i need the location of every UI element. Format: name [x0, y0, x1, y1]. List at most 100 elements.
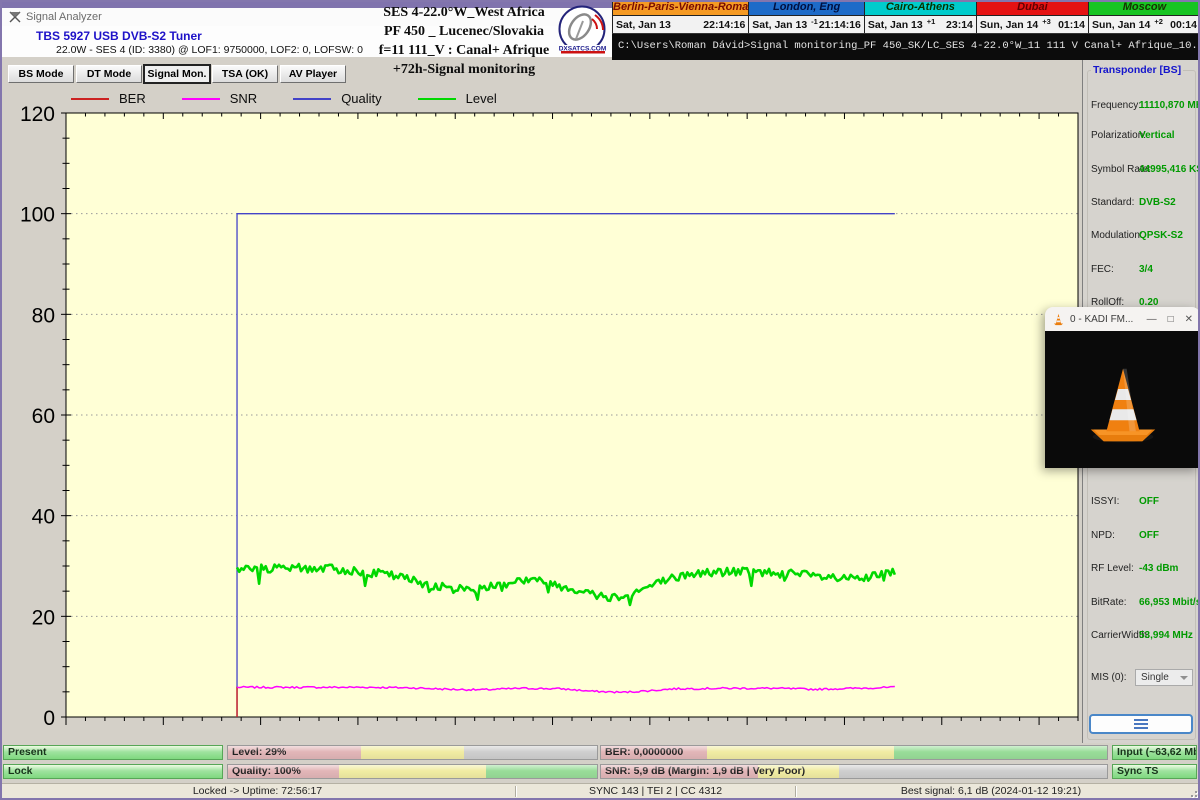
lock-indicator: Lock [3, 764, 223, 779]
quality-bar: Quality: 100% [227, 764, 598, 779]
title-line-2: PF 450 _ Lucenec/Slovakia [383, 24, 545, 39]
vlc-cone-icon [1053, 313, 1064, 326]
tab-dt-mode[interactable]: DT Mode [76, 65, 142, 83]
tab-av-player[interactable]: AV Player [280, 65, 346, 83]
clock-cairo-athens: Cairo-Athens Sat, Jan 13 +1 23:14 [863, 0, 976, 34]
logo-text: DXSATCS.COM [559, 46, 607, 53]
status-divider [515, 786, 517, 797]
present-indicator: Present [3, 745, 223, 760]
vlc-video-area[interactable] [1045, 331, 1200, 468]
clock-dubai: Dubai Sun, Jan 14 +3 01:14 [975, 0, 1088, 34]
title-line-3: f=11 111_V : Canal+ Afrique [378, 43, 550, 58]
dxsatcs-logo: DXSATCS.COM [558, 5, 607, 54]
vlc-titlebar[interactable]: 0 - KADI FM... — □ ✕ [1045, 307, 1200, 331]
title-line-4: +72h-Signal monitoring [392, 62, 536, 77]
vlc-window-title: 0 - KADI FM... [1070, 313, 1134, 325]
legend-swatch [293, 97, 332, 100]
clock-time: Sat, Jan 13 22:14:16 [613, 16, 749, 34]
transponder-field-rolloff-: RollOff: 0.20 [1091, 297, 1159, 308]
clock-time: Sun, Jan 14 +3 01:14 [976, 16, 1088, 34]
clock-city: Cairo-Athens [864, 0, 976, 16]
vlc-cone-logo [1090, 368, 1155, 442]
svg-text:60: 60 [32, 405, 55, 428]
legend-swatch [71, 97, 109, 100]
legend-item-quality: Quality [293, 91, 382, 106]
command-prompt-text: C:\Users\Roman Dávid>Signal monitoring_P… [618, 40, 1200, 52]
signal-chart-panel: BER SNR Quality Level 0 20 40 60 80 100 120 [3, 86, 1081, 737]
vlc-window: 0 - KADI FM... — □ ✕ [1045, 307, 1200, 468]
vlc-maximize-button[interactable]: □ [1167, 313, 1174, 325]
app-titlebar[interactable]: Signal Analyzer [0, 8, 612, 26]
level-bar: Level: 29% [227, 745, 598, 760]
monitoring-title-block: SES 4-22.0°W_West Africa PF 450 _ Lucene… [366, 3, 562, 79]
clock-city: Berlin-Paris-Vienna-Roma [613, 0, 749, 16]
status-bar: Locked -> Uptime: 72:56:17 SYNC 143 | TE… [0, 783, 1200, 799]
transponder-field-bitrate-: BitRate: 66,953 Mbit/s [1091, 597, 1200, 608]
hamburger-icon [1134, 718, 1148, 730]
status-best-signal: Best signal: 6,1 dB (2024-01-12 19:21) [900, 785, 1082, 797]
clock-berlin-paris-vienna-roma: Berlin-Paris-Vienna-Roma Sat, Jan 13 22:14… [612, 0, 749, 34]
clock-time: Sat, Jan 13 -1 21:14:16 [749, 16, 864, 34]
clock-time: Sat, Jan 13 +1 23:14 [864, 16, 976, 34]
command-prompt-window[interactable]: C:\Users\Roman Dávid>Signal monitoring_P… [612, 33, 1200, 60]
tuner-details: 22.0W - SES 4 (ID: 3380) @ LOF1: 9750000… [56, 44, 363, 56]
transponder-field-frequency-: Frequency:11110,870 MHz [1091, 100, 1200, 111]
world-clocks: Berlin-Paris-Vienna-Roma Sat, Jan 13 22:14… [612, 0, 1200, 34]
status-divider [795, 786, 797, 797]
mis-value: Single [1141, 672, 1169, 683]
clock-london-eng: London, Eng Sat, Jan 13 -1 21:14:16 [748, 0, 864, 34]
legend-item-level: Level [417, 91, 497, 106]
resize-grip[interactable] [1187, 787, 1197, 797]
transponder-field-symbol-rate-: Symbol Rate:44995,416 KS/s [1091, 164, 1200, 175]
mis-dropdown[interactable]: Single [1135, 669, 1193, 686]
legend-swatch [417, 97, 456, 100]
chart-legend: BER SNR Quality Level [71, 91, 497, 106]
mode-tabbar: BS Mode DT Mode Signal Mon. TSA (OK) AV Play… [0, 57, 1082, 86]
window-top-border [0, 0, 612, 8]
transponder-field-rf-level-: RF Level: -43 dBm [1091, 563, 1179, 574]
svg-text:20: 20 [32, 606, 55, 629]
legend-swatch [181, 97, 220, 100]
window-title: Signal Analyzer [26, 11, 102, 23]
clock-city: London, Eng [749, 0, 864, 16]
title-line-1: SES 4-22.0°W_West Africa [383, 5, 545, 20]
vlc-minimize-button[interactable]: — [1146, 313, 1157, 325]
clock-city: Moscow [1088, 0, 1200, 16]
ber-bar: BER: 0,0000000 [600, 745, 1108, 760]
mis-row: MIS (0): Single [1083, 669, 1200, 687]
svg-text:80: 80 [32, 304, 55, 327]
transponder-title: Transponder [BS] [1091, 64, 1184, 76]
svg-text:120: 120 [20, 103, 55, 126]
transponder-field-standard-: Standard: DVB-S2 [1091, 197, 1176, 208]
input-rate-indicator: Input (~63,62 Mbps) [1112, 745, 1197, 760]
status-sync: SYNC 143 | TEI 2 | CC 4312 [588, 785, 723, 797]
svg-text:0: 0 [43, 707, 55, 730]
clock-city: Dubai [976, 0, 1088, 16]
mis-label: MIS (0): [1091, 672, 1127, 683]
tab-tsa-ok-[interactable]: TSA (OK) [212, 65, 278, 83]
app-icon [9, 11, 21, 23]
svg-text:100: 100 [20, 204, 55, 227]
transponder-field-modulation-: Modulation: QPSK-S2 [1091, 230, 1183, 241]
panel-menu-button[interactable] [1089, 714, 1193, 734]
transponder-field-polarization-: Polarization: Vertical [1091, 130, 1175, 141]
transponder-field-carrierwidth-: CarrierWidth: 53,994 MHz [1091, 630, 1193, 641]
chevron-down-icon [1180, 676, 1188, 680]
transponder-field-fec-: FEC: 3/4 [1091, 264, 1153, 275]
status-uptime: Locked -> Uptime: 72:56:17 [192, 785, 323, 797]
legend-item-snr: SNR [181, 91, 257, 106]
tab-bs-mode[interactable]: BS Mode [8, 65, 74, 83]
svg-text:40: 40 [32, 506, 55, 529]
sync-ts-indicator: Sync TS [1112, 764, 1197, 779]
legend-item-ber: BER [71, 91, 146, 106]
clock-time: Sun, Jan 14 +2 00:14 [1088, 16, 1200, 34]
transponder-field-issyi-: ISSYI: OFF [1091, 496, 1159, 507]
clock-moscow: Moscow Sun, Jan 14 +2 00:14 [1087, 0, 1200, 34]
signal-chart: 0 20 40 60 80 100 120 [20, 103, 1079, 730]
tab-signal-mon-[interactable]: Signal Mon. [144, 65, 210, 83]
transponder-field-npd-: NPD: OFF [1091, 530, 1159, 541]
tuner-name: TBS 5927 USB DVB-S2 Tuner [36, 29, 202, 43]
vlc-close-button[interactable]: ✕ [1184, 313, 1193, 325]
snr-bar: SNR: 5,9 dB (Margin: 1,9 dB | Very Poor) [600, 764, 1108, 779]
